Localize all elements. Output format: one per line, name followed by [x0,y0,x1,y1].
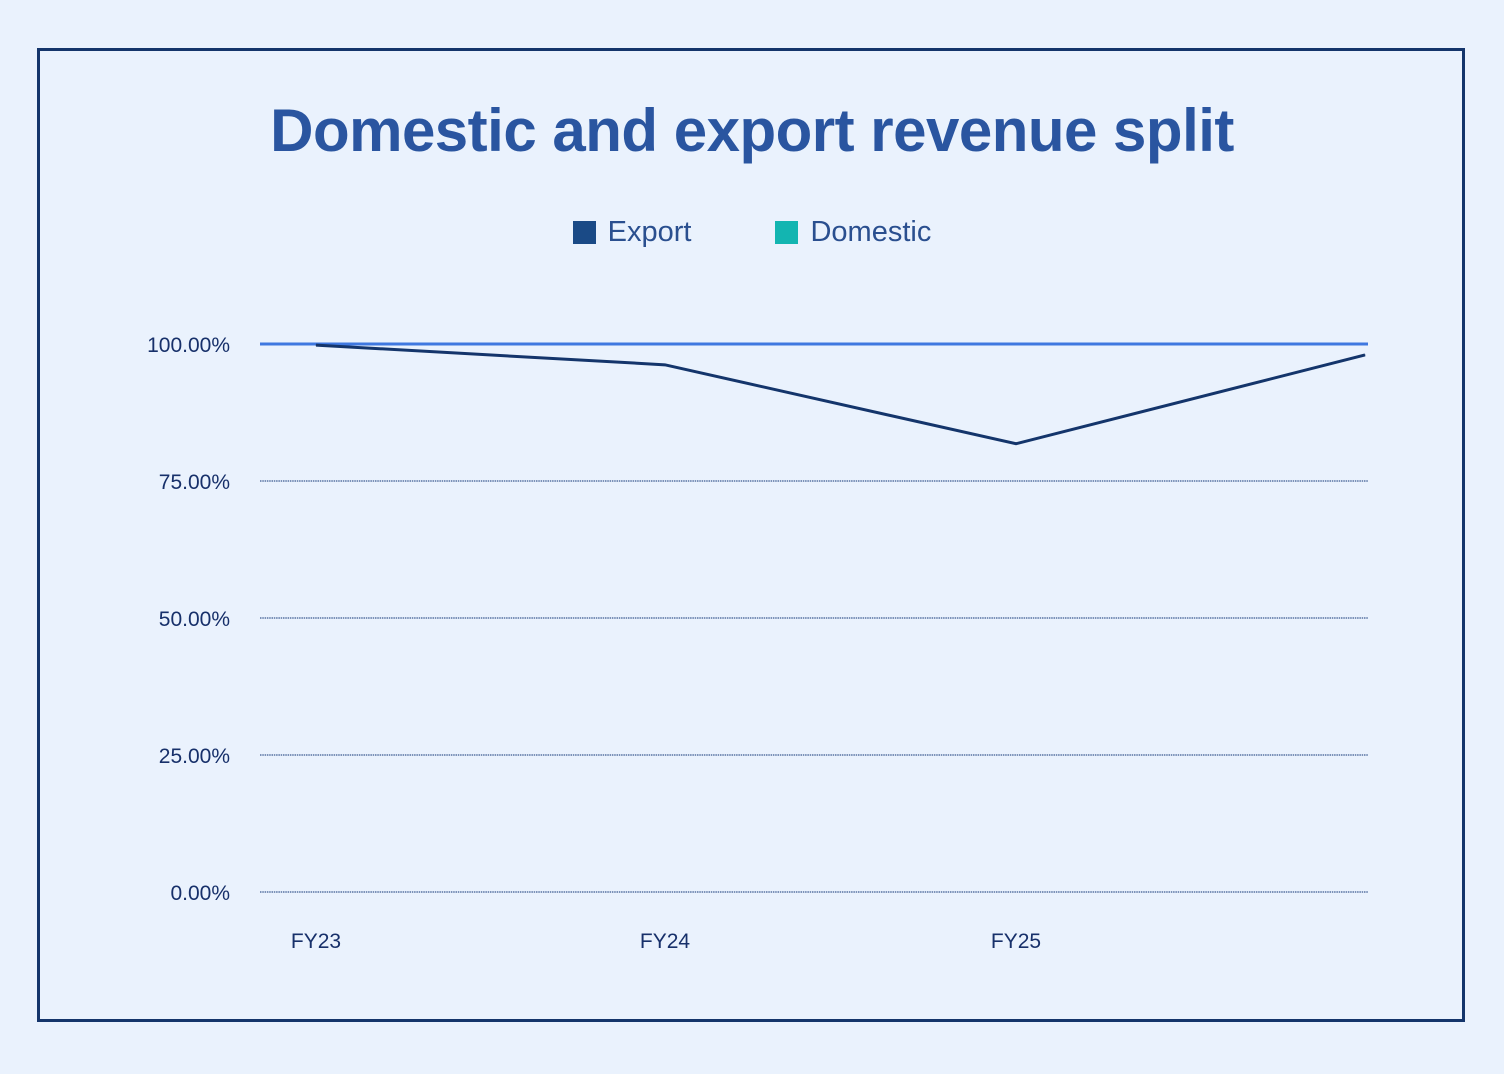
data-point-export [664,364,666,366]
legend-swatch-export [572,221,596,244]
legend-label-export: Export [607,216,692,248]
y-tick-label: 25.00% [159,745,230,768]
data-point-export [315,344,317,346]
legend-label-domestic: Domestic [810,216,932,248]
x-tick-label: FY25 [991,930,1041,953]
y-tick-label: 100.00% [147,334,230,357]
series-line-export [315,343,1366,446]
legend-item-domestic: Domestic [775,216,931,249]
legend-item-export: Export [572,216,692,249]
chart-frame [37,48,1465,1022]
x-tick-label: FY24 [640,930,691,953]
legend-swatch-domestic [775,221,799,244]
x-tick-label: FY23 [291,930,341,953]
chart-legend: Export Domestic [0,216,1504,249]
y-tick-label: 75.00% [159,471,230,494]
y-tick-label: 0.00% [170,882,230,905]
y-tick-label: 50.00% [159,608,230,631]
data-point-export [1364,354,1366,356]
data-point-export [1015,443,1017,445]
chart-title: Domestic and export revenue split [270,97,1234,164]
